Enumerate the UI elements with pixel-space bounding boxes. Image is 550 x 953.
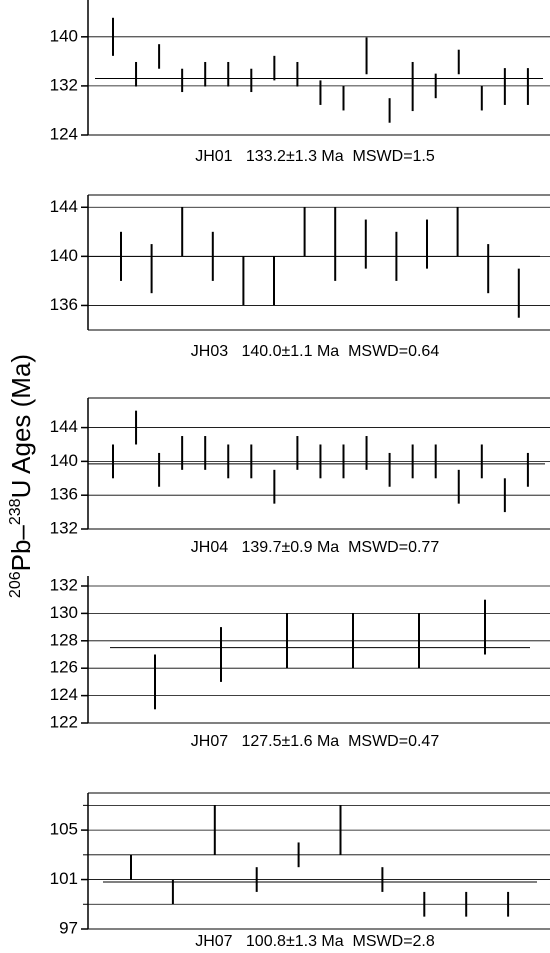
- y-tick-label: 132: [50, 75, 78, 94]
- y-label-part: Pb–: [6, 525, 36, 572]
- y-tick-label: 124: [50, 124, 78, 143]
- y-tick-label: 126: [50, 658, 78, 677]
- y-tick-label: 132: [50, 518, 78, 537]
- caption: JH07 127.5±1.6 Ma MSWD=0.47: [191, 733, 440, 750]
- caption: JH03 140.0±1.1 Ma MSWD=0.64: [191, 343, 440, 360]
- y-tick-label: 124: [50, 685, 78, 704]
- y-tick-label: 140: [50, 246, 78, 265]
- y-tick-label: 97: [59, 918, 78, 937]
- y-label-part: 238: [7, 498, 24, 525]
- y-tick-label: 144: [50, 197, 78, 216]
- y-tick-label: 122: [50, 712, 78, 731]
- y-tick-label: 132: [50, 575, 78, 594]
- caption: JH07 100.8±1.3 Ma MSWD=2.8: [195, 933, 435, 950]
- y-tick-label: 101: [50, 869, 78, 888]
- y-label-part: U Ages (Ma): [6, 354, 36, 499]
- y-tick-label: 128: [50, 630, 78, 649]
- y-tick-label: 140: [50, 451, 78, 470]
- y-label-part: 206: [7, 571, 24, 598]
- y-tick-label: 105: [50, 820, 78, 839]
- y-tick-label: 140: [50, 26, 78, 45]
- caption: JH01 133.2±1.3 Ma MSWD=1.5: [195, 148, 435, 165]
- y-tick-label: 144: [50, 417, 78, 436]
- y-tick-label: 130: [50, 603, 78, 622]
- caption: JH04 139.7±0.9 Ma MSWD=0.77: [191, 539, 440, 556]
- y-axis-label: 206Pb–238U Ages (Ma): [6, 354, 36, 598]
- y-tick-label: 136: [50, 485, 78, 504]
- y-tick-label: 136: [50, 295, 78, 314]
